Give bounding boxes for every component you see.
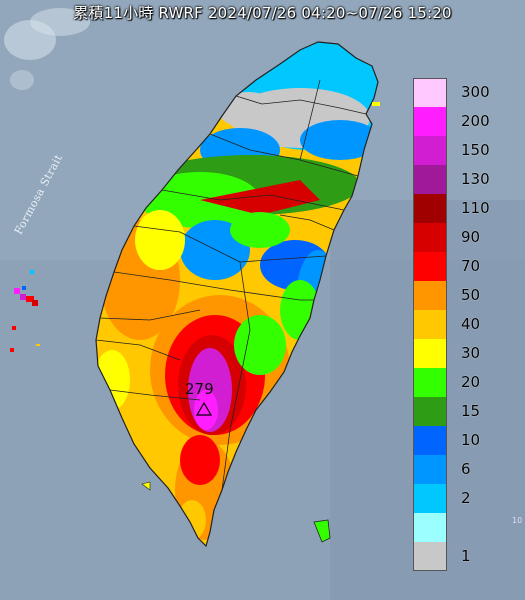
legend-row: 150 [413, 136, 523, 165]
legend-label: 300 [461, 83, 490, 101]
legend-label: 10 [461, 431, 481, 449]
legend-label: 70 [461, 257, 481, 275]
rainfall-legend: 300 200 150 130 110 90 70 50 40 30 20 15 10 6 2 1 [413, 78, 523, 573]
legend-label: 130 [461, 170, 490, 188]
max-rainfall-label: 279 [185, 380, 214, 398]
legend-swatch [413, 136, 447, 165]
legend-swatch [413, 107, 447, 136]
legend-swatch [413, 339, 447, 368]
map-title: 累積11小時 RWRF 2024/07/26 04:20~07/26 15:20 [73, 4, 452, 22]
legend-label: 2 [461, 489, 471, 507]
legend-label: 40 [461, 315, 481, 333]
legend-row: 40 [413, 310, 523, 339]
legend-row [413, 513, 523, 542]
legend-label: 90 [461, 228, 481, 246]
legend-row: 90 [413, 223, 523, 252]
legend-swatch [413, 513, 447, 542]
legend-label: 15 [461, 402, 481, 420]
legend-row: 2 [413, 484, 523, 513]
max-triangle-icon [196, 402, 212, 416]
legend-label: 1 [461, 547, 471, 565]
legend-swatch [413, 194, 447, 223]
legend-row: 130 [413, 165, 523, 194]
legend-row: 15 [413, 397, 523, 426]
legend-row: 50 [413, 281, 523, 310]
legend-swatch [413, 397, 447, 426]
corner-tick-label: 10 [512, 516, 523, 525]
legend-swatch [413, 426, 447, 455]
legend-swatch [413, 165, 447, 194]
legend-swatch [413, 252, 447, 281]
legend-swatch [413, 542, 447, 571]
legend-label: 6 [461, 460, 471, 478]
legend-row: 200 [413, 107, 523, 136]
legend-label: 30 [461, 344, 481, 362]
legend-row: 110 [413, 194, 523, 223]
legend-row: 30 [413, 339, 523, 368]
legend-swatch [413, 223, 447, 252]
legend-row: 70 [413, 252, 523, 281]
legend-swatch [413, 78, 447, 107]
legend-swatch [413, 281, 447, 310]
legend-row: 6 [413, 455, 523, 484]
legend-label: 50 [461, 286, 481, 304]
legend-row: 300 [413, 78, 523, 107]
legend-label: 20 [461, 373, 481, 391]
legend-swatch [413, 484, 447, 513]
legend-row: 20 [413, 368, 523, 397]
legend-label: 110 [461, 199, 490, 217]
legend-label: 200 [461, 112, 490, 130]
legend-swatch [413, 455, 447, 484]
legend-row: 10 [413, 426, 523, 455]
legend-label: 150 [461, 141, 490, 159]
legend-row: 1 [413, 542, 523, 571]
legend-swatch [413, 368, 447, 397]
legend-swatch [413, 310, 447, 339]
